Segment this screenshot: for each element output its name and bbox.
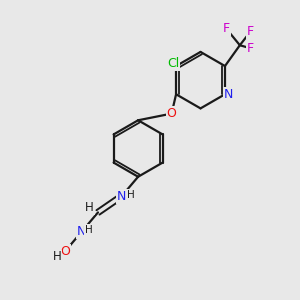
Text: N: N	[117, 190, 127, 202]
Text: H: H	[127, 190, 135, 200]
Text: O: O	[167, 107, 177, 120]
Text: F: F	[223, 22, 230, 35]
Text: H: H	[85, 201, 94, 214]
Text: O: O	[60, 244, 70, 258]
Text: N: N	[224, 88, 233, 101]
Text: F: F	[247, 42, 254, 55]
Text: N: N	[77, 225, 86, 238]
Text: H: H	[85, 225, 93, 235]
Text: H: H	[52, 250, 61, 263]
Text: F: F	[247, 26, 254, 38]
Text: Cl: Cl	[167, 57, 179, 70]
